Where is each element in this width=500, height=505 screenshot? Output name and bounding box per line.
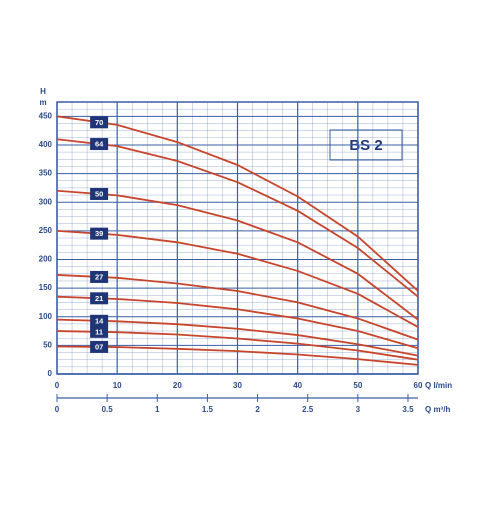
curve-label-box (90, 227, 109, 240)
y-tick-label: 100 (39, 312, 53, 321)
curve-label: 50 (95, 189, 103, 198)
x2-tick-label: 0.5 (102, 405, 114, 414)
curve-label: 39 (95, 229, 103, 238)
curve-label: 70 (95, 118, 103, 127)
curve-label-box (90, 325, 109, 338)
curve-label: 21 (95, 294, 103, 303)
curve-label: 11 (95, 327, 103, 336)
curve-label-box (90, 314, 109, 327)
y-tick-label: 300 (39, 197, 53, 206)
curve-label-box (90, 187, 109, 200)
x-tick-label: 40 (293, 381, 302, 390)
x2-axis-label: Q m³/h (425, 405, 450, 414)
pump-curve (56, 345, 419, 366)
curve-label: 07 (95, 342, 103, 351)
curve-label-box (90, 138, 109, 151)
pump-curve (56, 229, 419, 328)
x2-tick-label: 3 (356, 405, 361, 414)
x-tick-label: 10 (113, 381, 122, 390)
x-tick-label: 20 (173, 381, 182, 390)
pump-curve (56, 330, 419, 361)
curve-label-box (90, 340, 109, 353)
x2-tick-label: 3.5 (402, 405, 414, 414)
curve-label-box (90, 270, 109, 283)
x-tick-label: 50 (353, 381, 362, 390)
curve-label-box (90, 116, 109, 129)
pump-curve (56, 318, 419, 357)
y-tick-label: 200 (39, 255, 53, 264)
x2-tick-label: 2 (255, 405, 260, 414)
pump-curve (56, 274, 419, 341)
curve-label: 14 (95, 316, 104, 325)
y-tick-label: 350 (39, 169, 53, 178)
y-axis-label: H (40, 87, 46, 96)
pump-curve (56, 138, 419, 298)
curve-label: 64 (95, 140, 104, 149)
x-tick-label: 60 (414, 381, 423, 390)
pump-curve (56, 295, 419, 350)
x2-tick-label: 0 (55, 405, 60, 414)
curve-label-box (90, 292, 109, 305)
x2-tick-label: 1 (155, 405, 160, 414)
x-axis-label: Q l/min (425, 381, 452, 390)
y-tick-label: 0 (48, 369, 53, 378)
y-tick-label: 150 (39, 283, 53, 292)
x-tick-label: 0 (55, 381, 60, 390)
chart-title: BS 2 (349, 137, 382, 154)
pump-curve (56, 115, 419, 292)
y-tick-label: 250 (39, 226, 53, 235)
y-tick-label: 400 (39, 140, 53, 149)
x-tick-label: 30 (233, 381, 242, 390)
y-axis-unit: m (39, 98, 46, 107)
x2-tick-label: 1.5 (202, 405, 214, 414)
curve-label: 27 (95, 272, 103, 281)
x2-tick-label: 2.5 (302, 405, 314, 414)
y-tick-label: 50 (43, 340, 52, 349)
pump-curve (56, 189, 419, 321)
y-tick-label: 450 (39, 111, 53, 120)
